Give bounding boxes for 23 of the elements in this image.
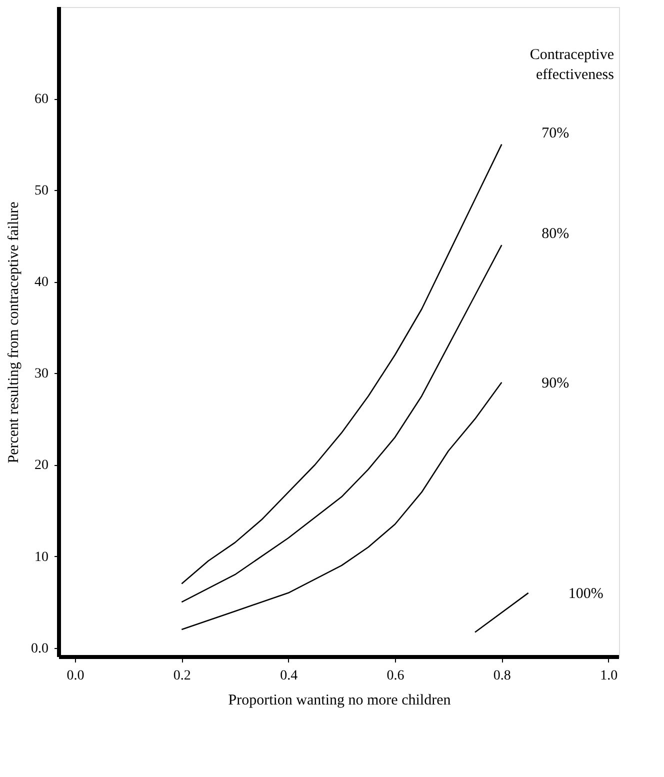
line-series [181,144,502,584]
y-tick-label: 50 [34,184,48,199]
y-tick-label: 20 [34,458,48,474]
x-tick-label: 0.4 [280,668,298,684]
x-axis-title: Proportion wanting no more children [228,692,452,708]
y-tick-label: 40 [34,275,48,290]
text: 70% [542,125,570,142]
y-tick-label: 0.0 [31,641,48,656]
text: 100% [568,586,604,602]
y-tick-label: 60 [34,92,48,108]
line-series [181,382,502,630]
text: 80% [542,226,570,242]
x-tick-label: 1.0 [600,668,618,684]
x-tick-label: 0.6 [386,668,404,684]
y-tick-label: 30 [34,366,48,382]
x-tick-label: 0.0 [66,668,84,684]
legend-title: Contraceptive effectiveness [530,47,614,83]
x-tick-label: 0.2 [173,668,191,684]
x-tick-label: 0.8 [493,668,511,684]
y-tick-label: 10 [34,550,48,565]
line-series [181,244,502,603]
y-axis-title: Percent resulting from contraceptive failure [6,201,22,464]
text: 90% [542,375,570,392]
